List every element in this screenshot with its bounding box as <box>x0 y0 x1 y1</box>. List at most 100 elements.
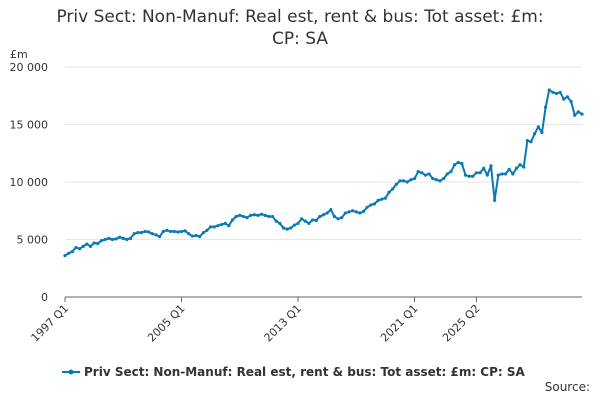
data-point <box>482 166 486 170</box>
data-point <box>496 173 500 177</box>
y-axis-unit-label: £m <box>10 48 28 61</box>
data-point <box>416 170 420 174</box>
data-point <box>547 88 551 92</box>
data-point <box>518 163 522 167</box>
data-point <box>540 130 544 135</box>
data-point <box>340 216 344 220</box>
data-point <box>179 229 184 234</box>
data-point <box>329 208 333 212</box>
data-point <box>132 232 136 236</box>
data-point <box>554 91 559 96</box>
data-point <box>423 173 428 177</box>
data-point <box>110 237 114 242</box>
data-point <box>263 213 267 217</box>
data-point <box>529 140 533 144</box>
data-point <box>565 95 570 99</box>
data-point <box>354 210 358 214</box>
data-point <box>474 171 479 175</box>
data-point <box>351 209 355 213</box>
data-point <box>198 235 202 239</box>
data-point <box>96 241 100 246</box>
data-point <box>365 205 369 209</box>
data-point <box>150 232 154 236</box>
data-point <box>230 218 235 222</box>
data-point <box>358 211 362 215</box>
data-point <box>212 225 216 229</box>
data-point <box>573 113 577 117</box>
data-point <box>285 227 289 231</box>
data-point <box>190 234 195 238</box>
data-point <box>99 239 104 243</box>
data-point <box>147 230 151 234</box>
data-point <box>307 221 311 225</box>
data-point <box>74 245 78 250</box>
data-point <box>478 171 482 175</box>
y-tick-label: 0 <box>41 291 48 304</box>
data-point <box>165 228 169 232</box>
data-point <box>391 187 395 191</box>
data-point <box>445 172 449 176</box>
legend-point-marker <box>68 369 74 375</box>
data-point <box>260 212 264 216</box>
data-point <box>238 213 242 217</box>
data-point <box>522 165 526 169</box>
data-point <box>154 233 158 237</box>
data-point <box>558 90 562 94</box>
data-point <box>569 99 573 104</box>
data-point <box>438 179 442 183</box>
data-point <box>514 166 519 170</box>
data-point <box>580 112 584 116</box>
data-point <box>303 219 307 223</box>
data-point <box>401 179 406 183</box>
y-tick-label: 10 000 <box>10 176 49 189</box>
data-point <box>245 216 249 220</box>
data-point <box>383 196 387 200</box>
data-point <box>292 223 296 227</box>
source-label: Source: <box>544 380 590 394</box>
data-point <box>325 211 329 215</box>
data-point <box>281 226 286 230</box>
data-point <box>168 229 173 234</box>
data-point <box>118 235 122 239</box>
data-point <box>318 214 322 219</box>
data-point <box>143 229 147 234</box>
data-point <box>187 232 191 236</box>
data-point <box>216 224 220 228</box>
data-point <box>343 211 347 215</box>
data-point <box>136 231 140 235</box>
data-point <box>503 172 508 176</box>
data-point <box>252 213 256 217</box>
data-point <box>183 229 187 233</box>
data-point <box>551 90 555 94</box>
data-point <box>92 241 96 245</box>
x-tick-label: 2021 Q1 <box>378 302 421 345</box>
x-tick-label: 1997 Q1 <box>29 302 72 345</box>
data-point <box>576 110 580 114</box>
data-point <box>336 217 340 221</box>
data-point <box>511 172 515 176</box>
data-point <box>409 178 413 182</box>
data-point <box>507 167 511 171</box>
x-tick-label: 2005 Q1 <box>145 302 188 345</box>
data-point <box>485 173 489 177</box>
data-point <box>223 221 227 225</box>
data-point <box>139 231 144 235</box>
data-point <box>234 214 238 219</box>
data-point <box>442 176 446 181</box>
data-point <box>63 254 67 258</box>
y-tick-label: 20 000 <box>10 61 49 74</box>
data-point <box>347 210 351 214</box>
chart-title-line2: CP: SA <box>272 29 328 49</box>
data-point <box>88 244 93 248</box>
data-point <box>372 202 377 206</box>
data-point <box>107 236 111 240</box>
data-point <box>489 164 493 168</box>
data-point <box>456 160 460 165</box>
data-point <box>376 198 380 202</box>
data-point <box>398 179 402 183</box>
y-tick-label: 5 000 <box>17 234 49 247</box>
data-point <box>405 180 409 184</box>
data-point <box>158 235 162 239</box>
data-point <box>471 174 475 178</box>
